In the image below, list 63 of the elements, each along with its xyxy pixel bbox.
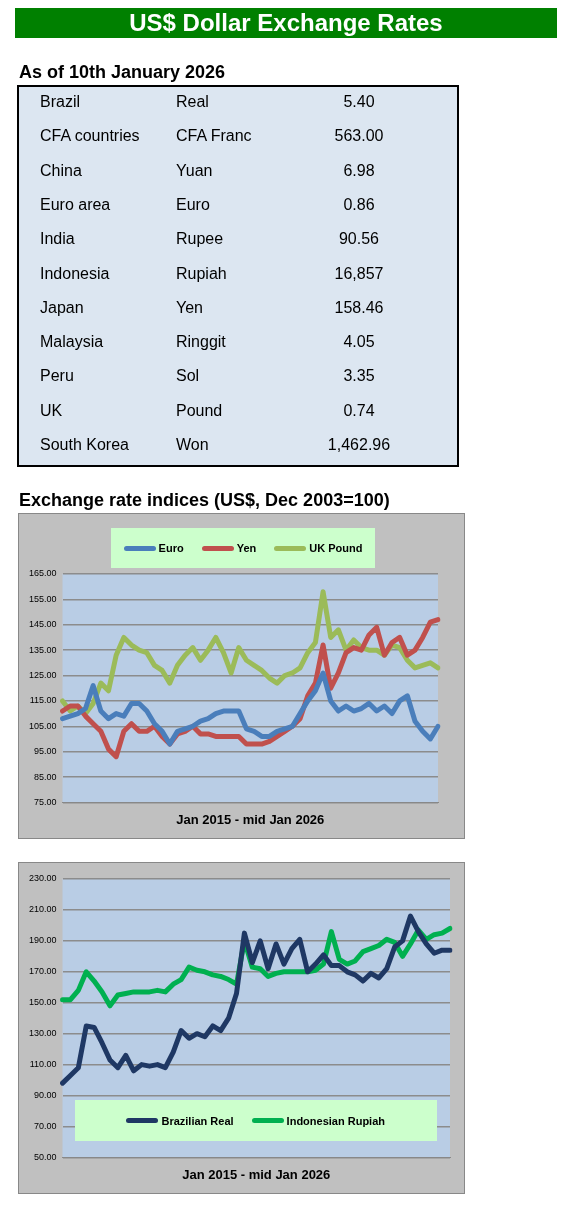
text: US$ Dollar Exchange Rates xyxy=(15,8,557,38)
text: India xyxy=(40,230,75,249)
text: Real xyxy=(176,93,209,111)
legend-label: Brazilian Real xyxy=(161,1114,234,1127)
text: 4.05 xyxy=(342,333,376,352)
text: Won xyxy=(176,436,209,454)
text: 16,857 xyxy=(333,264,385,283)
y-tick-label: 190.00 xyxy=(29,935,57,946)
y-tick-label: 125.00 xyxy=(29,670,57,680)
legend-label: Euro xyxy=(158,542,184,554)
y-tick-label: 170.00 xyxy=(29,966,57,977)
y-tick-label: 95.00 xyxy=(34,746,57,757)
text: 0.74 xyxy=(342,401,376,420)
text: Malaysia xyxy=(40,333,104,352)
text: As of 10th January 2026 xyxy=(19,62,226,83)
text: UK xyxy=(40,401,63,420)
text: Yuan xyxy=(176,161,213,180)
y-tick-label: 230.00 xyxy=(29,873,57,884)
y-tick-label: 85.00 xyxy=(34,771,57,782)
text: 5.40 xyxy=(342,93,376,111)
y-tick-label: 75.00 xyxy=(34,796,57,807)
y-tick-label: 210.00 xyxy=(29,904,57,915)
legend-label: UK Pound xyxy=(309,542,363,554)
text: Rupee xyxy=(176,230,224,249)
text: 6.98 xyxy=(342,161,376,180)
legend-label: Yen xyxy=(236,542,257,554)
text: 563.00 xyxy=(333,127,385,146)
text: 3.35 xyxy=(342,367,376,386)
text: 1,462.96 xyxy=(326,436,392,454)
text: CFA countries xyxy=(40,127,140,146)
y-tick-label: 130.00 xyxy=(29,1028,57,1039)
y-tick-label: 70.00 xyxy=(34,1120,57,1131)
y-tick-label: 50.00 xyxy=(34,1151,57,1162)
text: China xyxy=(40,161,82,180)
y-tick-label: 115.00 xyxy=(29,695,57,706)
text: 90.56 xyxy=(337,230,380,249)
y-tick-label: 135.00 xyxy=(29,644,57,655)
x-axis-title: Jan 2015 - mid Jan 2026 xyxy=(182,1166,331,1182)
text: Rupiah xyxy=(176,264,227,283)
y-tick-label: 150.00 xyxy=(29,997,57,1008)
text: Euro xyxy=(176,195,210,214)
x-axis-title: Jan 2015 - mid Jan 2026 xyxy=(176,811,325,827)
text: CFA Franc xyxy=(176,127,252,146)
y-tick-label: 90.00 xyxy=(34,1090,57,1101)
text: South Korea xyxy=(40,436,129,454)
y-tick-label: 110.00 xyxy=(29,1059,57,1070)
chart-title: Exchange rate indices (US$, Dec 2003=100) xyxy=(19,490,390,511)
text: Pound xyxy=(176,401,223,420)
text: Euro area xyxy=(40,195,111,214)
text: 158.46 xyxy=(333,298,385,317)
text: Indonesia xyxy=(40,264,110,283)
text: 0.86 xyxy=(342,195,376,214)
text: Japan xyxy=(40,298,84,317)
text: Yen xyxy=(176,298,203,317)
legend-label: Indonesian Rupiah xyxy=(286,1114,386,1127)
y-tick-label: 165.00 xyxy=(29,568,57,579)
text: Peru xyxy=(40,367,74,386)
y-tick-label: 145.00 xyxy=(29,619,57,630)
text: Brazil xyxy=(40,93,81,111)
y-tick-label: 155.00 xyxy=(29,593,57,604)
y-tick-label: 105.00 xyxy=(29,720,57,731)
text: Sol xyxy=(176,367,200,386)
text: Ringgit xyxy=(176,333,226,352)
